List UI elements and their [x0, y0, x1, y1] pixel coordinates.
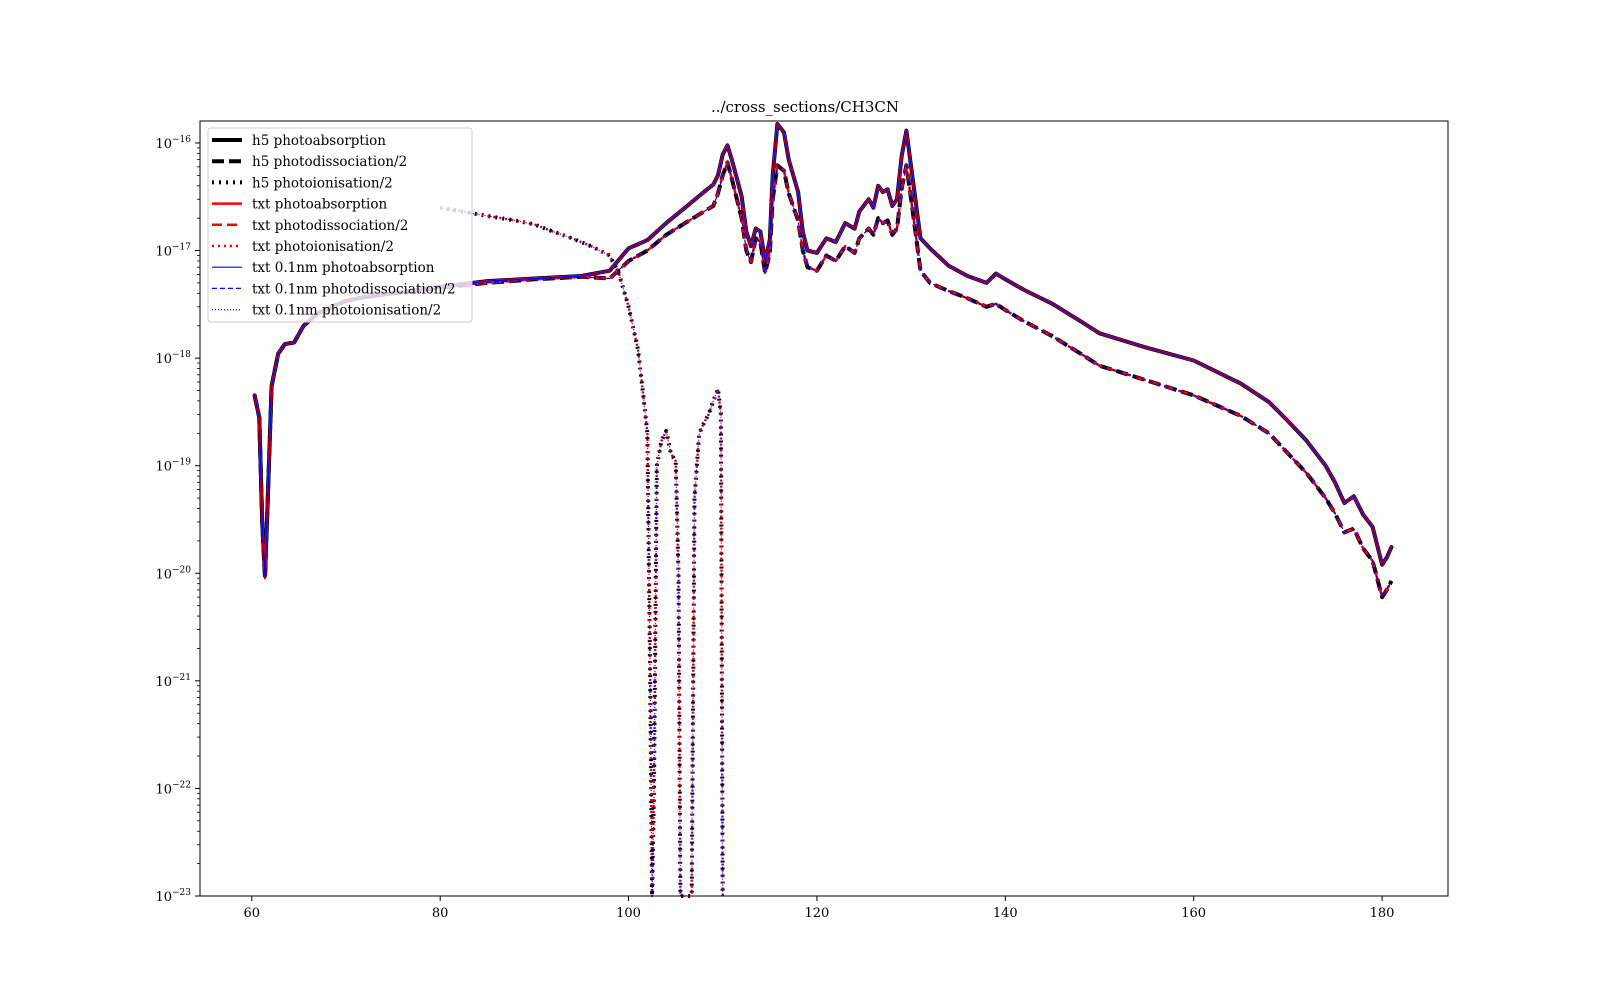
y-tick-label-4: 10−19	[155, 458, 191, 475]
legend-label-6: txt photoionisation/2	[252, 239, 394, 255]
x-tick-label-3: 100	[616, 906, 641, 921]
y-tick-label-1: 10−16	[155, 135, 191, 152]
legend-label-1: h5 photoabsorption	[252, 133, 386, 149]
legend-label-2: h5 photodissociation/2	[252, 154, 407, 170]
legend-label-4: txt photoabsorption	[252, 197, 387, 213]
legend-label-8: txt 0.1nm photodissociation/2	[252, 281, 456, 297]
y-tick-label-6: 10−21	[155, 673, 191, 690]
chart-title: ../cross_sections/CH3CN	[711, 98, 899, 116]
series-line-9	[440, 207, 724, 897]
x-tick-label-5: 140	[993, 906, 1018, 921]
y-axis: 10−16 10−17 10−18 10−19 10−20 10−21 10−22 10−23	[155, 135, 200, 905]
y-tick-label-3: 10−18	[155, 350, 191, 367]
y-tick-label-2: 10−17	[155, 243, 191, 260]
legend-label-3: h5 photoionisation/2	[252, 175, 393, 191]
x-tick-label-7: 180	[1370, 906, 1395, 921]
legend-label-9: txt 0.1nm photoionisation/2	[252, 303, 441, 319]
y-tick-label-8: 10−23	[155, 888, 191, 905]
legend: h5 photoabsorption h5 photodissociation/2…	[207, 127, 473, 323]
x-tick-label-2: 80	[432, 906, 449, 921]
legend-label-5: txt photodissociation/2	[252, 218, 408, 234]
x-tick-label-4: 120	[805, 906, 830, 921]
y-tick-label-7: 10−22	[155, 780, 191, 797]
legend-label-7: txt 0.1nm photoabsorption	[252, 260, 435, 276]
series-line-6	[439, 206, 724, 898]
x-tick-label-1: 60	[244, 906, 261, 921]
y-tick-label-5: 10−20	[155, 565, 191, 582]
legend-box	[207, 127, 473, 323]
x-tick-label-6: 160	[1181, 906, 1206, 921]
x-axis: 60 80 100 120 140 160 180	[244, 896, 1395, 921]
